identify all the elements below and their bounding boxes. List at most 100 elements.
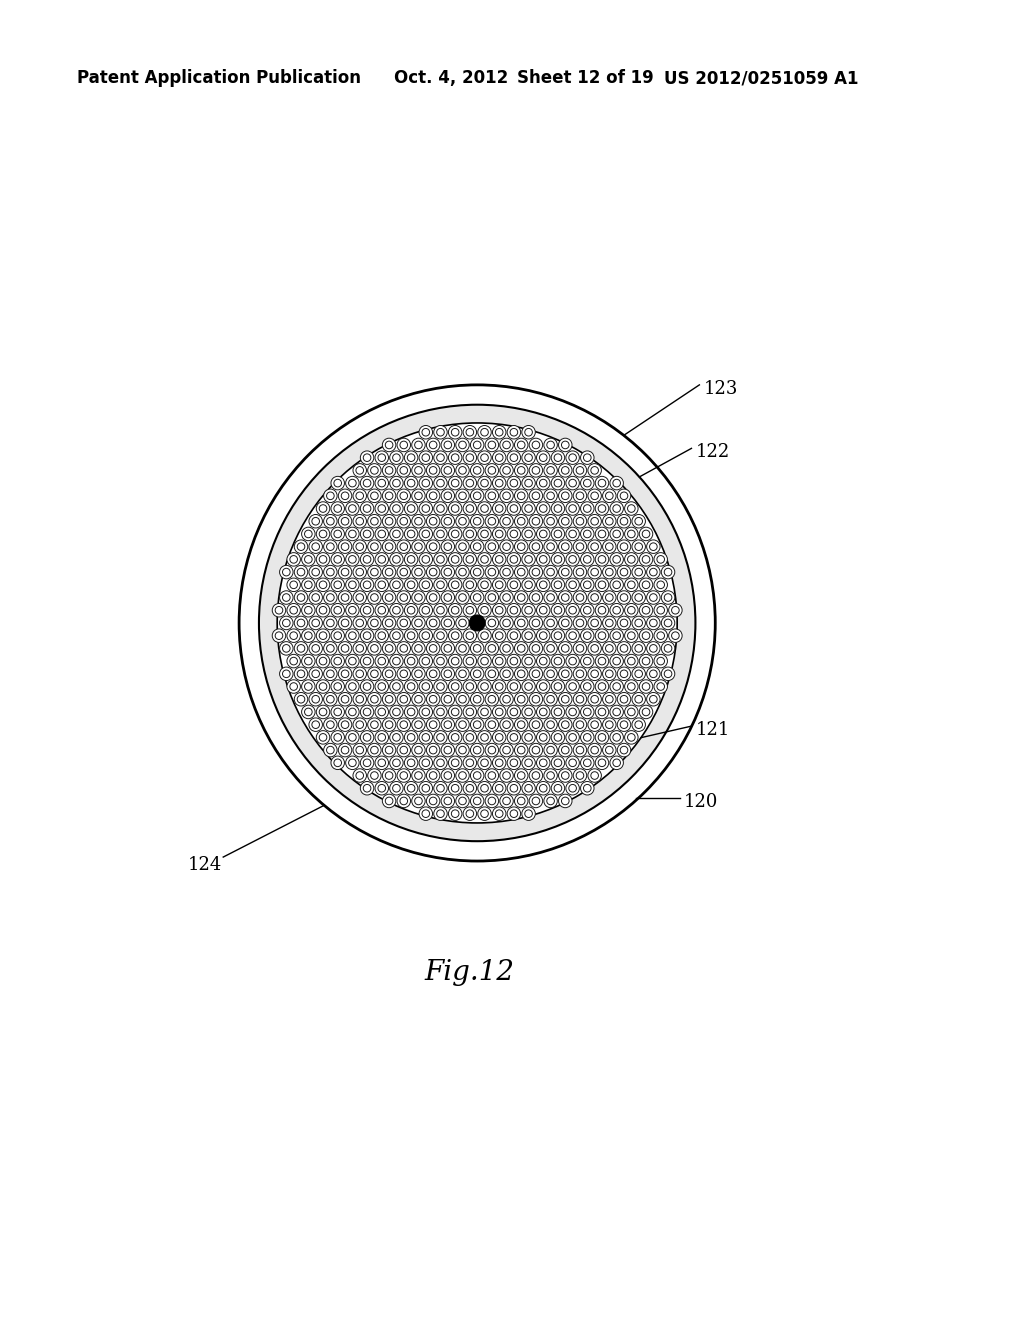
- Circle shape: [444, 644, 452, 652]
- Circle shape: [478, 451, 492, 465]
- Circle shape: [441, 515, 455, 528]
- Circle shape: [375, 502, 388, 515]
- Circle shape: [500, 463, 513, 477]
- Circle shape: [612, 581, 621, 589]
- Circle shape: [568, 708, 577, 715]
- Circle shape: [360, 628, 374, 643]
- Circle shape: [485, 490, 499, 503]
- Circle shape: [480, 454, 488, 462]
- Circle shape: [488, 466, 496, 474]
- Circle shape: [390, 603, 403, 616]
- Circle shape: [507, 477, 520, 490]
- Circle shape: [364, 657, 371, 665]
- Circle shape: [500, 616, 513, 630]
- Circle shape: [419, 578, 432, 591]
- Circle shape: [341, 543, 349, 550]
- Circle shape: [573, 743, 587, 756]
- Circle shape: [591, 671, 598, 677]
- Circle shape: [463, 527, 476, 541]
- Circle shape: [397, 768, 411, 783]
- Circle shape: [463, 628, 476, 643]
- Text: Oct. 4, 2012: Oct. 4, 2012: [394, 69, 509, 87]
- Circle shape: [441, 438, 455, 451]
- Circle shape: [621, 543, 628, 550]
- Circle shape: [561, 746, 569, 754]
- Circle shape: [654, 655, 668, 668]
- Circle shape: [554, 454, 562, 462]
- Circle shape: [540, 632, 547, 639]
- Circle shape: [635, 696, 642, 704]
- Circle shape: [353, 616, 367, 630]
- Circle shape: [385, 746, 393, 754]
- Circle shape: [507, 680, 520, 693]
- Circle shape: [524, 784, 532, 792]
- Circle shape: [496, 682, 503, 690]
- Circle shape: [397, 463, 411, 477]
- Circle shape: [338, 565, 352, 579]
- Circle shape: [612, 682, 621, 690]
- Circle shape: [635, 569, 642, 576]
- Circle shape: [422, 454, 430, 462]
- Circle shape: [617, 616, 631, 630]
- Circle shape: [493, 807, 506, 821]
- Circle shape: [473, 517, 481, 525]
- Circle shape: [422, 784, 430, 792]
- Circle shape: [632, 540, 645, 553]
- Circle shape: [595, 705, 608, 718]
- Circle shape: [610, 553, 624, 566]
- Circle shape: [595, 553, 608, 566]
- Circle shape: [642, 531, 650, 537]
- Circle shape: [595, 756, 608, 770]
- Circle shape: [368, 743, 381, 756]
- Circle shape: [470, 693, 484, 706]
- Circle shape: [646, 642, 660, 655]
- Circle shape: [544, 667, 557, 681]
- Circle shape: [473, 594, 481, 602]
- Circle shape: [408, 479, 415, 487]
- Circle shape: [294, 693, 308, 706]
- Circle shape: [485, 616, 499, 630]
- Circle shape: [297, 594, 305, 602]
- Circle shape: [554, 734, 562, 742]
- Circle shape: [452, 454, 459, 462]
- Circle shape: [449, 553, 462, 566]
- Circle shape: [422, 504, 430, 512]
- Circle shape: [444, 441, 452, 449]
- Circle shape: [577, 721, 584, 729]
- Circle shape: [496, 632, 503, 639]
- Circle shape: [364, 556, 371, 564]
- Circle shape: [316, 502, 330, 515]
- Circle shape: [642, 606, 650, 614]
- Circle shape: [558, 743, 572, 756]
- Circle shape: [473, 696, 481, 704]
- Circle shape: [404, 680, 418, 693]
- Circle shape: [316, 527, 330, 541]
- Circle shape: [392, 454, 400, 462]
- Circle shape: [547, 619, 554, 627]
- Circle shape: [324, 667, 337, 681]
- Circle shape: [672, 606, 679, 614]
- Circle shape: [390, 628, 403, 643]
- Circle shape: [364, 454, 371, 462]
- Circle shape: [466, 784, 474, 792]
- Circle shape: [568, 504, 577, 512]
- Circle shape: [422, 657, 430, 665]
- Circle shape: [456, 743, 469, 756]
- Circle shape: [510, 556, 518, 564]
- Circle shape: [584, 784, 591, 792]
- Circle shape: [595, 502, 608, 515]
- Circle shape: [480, 632, 488, 639]
- Circle shape: [488, 671, 496, 677]
- Circle shape: [348, 759, 356, 767]
- Circle shape: [540, 708, 547, 715]
- Circle shape: [625, 705, 638, 718]
- Circle shape: [605, 721, 613, 729]
- Circle shape: [287, 578, 300, 591]
- Circle shape: [331, 628, 344, 643]
- Circle shape: [473, 543, 481, 550]
- Circle shape: [280, 565, 293, 579]
- Circle shape: [334, 682, 342, 690]
- Circle shape: [404, 756, 418, 770]
- Circle shape: [304, 657, 312, 665]
- Circle shape: [621, 619, 628, 627]
